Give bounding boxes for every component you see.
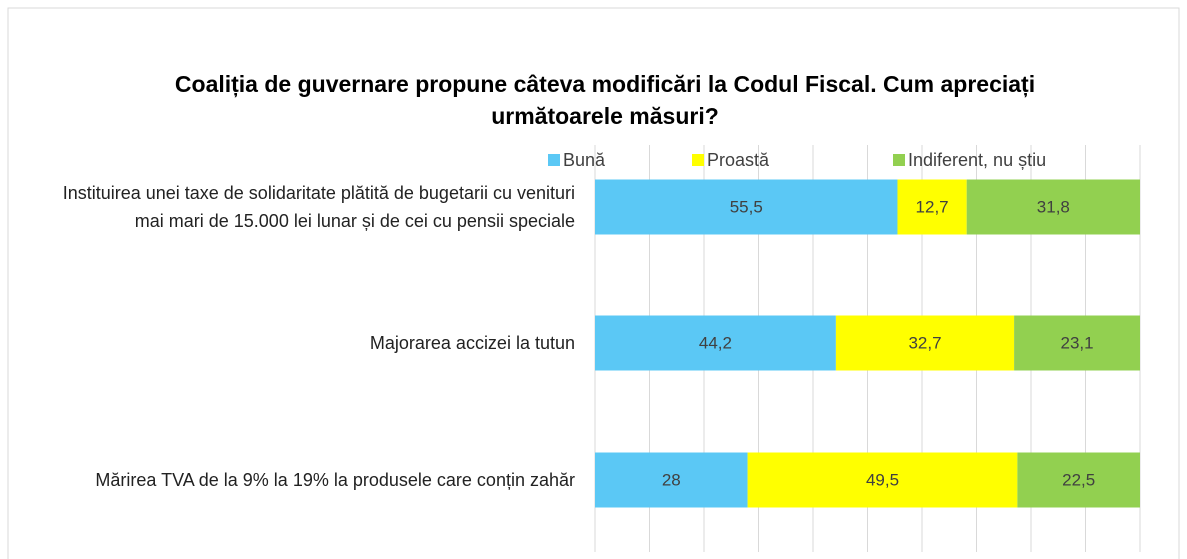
- legend-swatch: [893, 154, 905, 166]
- data-label: 31,8: [1037, 197, 1070, 216]
- legend-label: Proastă: [707, 150, 770, 170]
- legend-label: Indiferent, nu știu: [908, 150, 1046, 170]
- data-label: 32,7: [908, 333, 941, 352]
- bar-segment: [1014, 315, 1140, 371]
- data-label: 28: [662, 470, 681, 489]
- category-label: Instituirea unei taxe de solidaritate pl…: [62, 183, 575, 231]
- category-label: Majorarea accizei la tutun: [369, 333, 575, 353]
- bar-segment: [966, 179, 1140, 235]
- legend-label: Bună: [563, 150, 606, 170]
- bar-segment: [595, 179, 898, 235]
- bar-segment: [897, 179, 967, 235]
- legend-swatch: [692, 154, 704, 166]
- legend-swatch: [548, 154, 560, 166]
- bar-segment: [1017, 452, 1140, 508]
- data-label: 22,5: [1062, 470, 1095, 489]
- bar-segment: [835, 315, 1015, 371]
- data-label: 12,7: [916, 197, 949, 216]
- data-label: 49,5: [866, 470, 899, 489]
- data-label: 23,1: [1061, 333, 1094, 352]
- chart-title: Coaliția de guvernare propune câteva mod…: [174, 71, 1036, 129]
- data-label: 55,5: [730, 197, 763, 216]
- data-label: 44,2: [699, 333, 732, 352]
- bar-segment: [595, 315, 836, 371]
- bar-segment: [595, 452, 748, 508]
- bar-segment: [747, 452, 1018, 508]
- category-label: Mărirea TVA de la 9% la 19% la produsele…: [95, 470, 575, 490]
- chart-frame: [7, 7, 1180, 559]
